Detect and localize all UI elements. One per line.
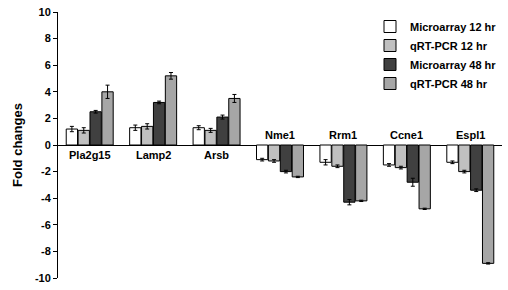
- svg-text:Rrm1: Rrm1: [329, 129, 357, 141]
- svg-text:Nme1: Nme1: [265, 129, 295, 141]
- svg-text:Lamp2: Lamp2: [136, 149, 171, 161]
- svg-text:Microarray 48 hr: Microarray 48 hr: [410, 59, 496, 71]
- svg-text:Pla2g15: Pla2g15: [69, 149, 111, 161]
- svg-text:2: 2: [45, 112, 51, 124]
- svg-text:Espl1: Espl1: [456, 129, 485, 141]
- svg-text:-10: -10: [35, 272, 51, 284]
- svg-text:-6: -6: [41, 219, 51, 231]
- svg-text:-2: -2: [41, 165, 51, 177]
- svg-text:10: 10: [39, 6, 51, 18]
- svg-text:qRT-PCR 48 hr: qRT-PCR 48 hr: [410, 78, 488, 90]
- svg-text:-8: -8: [41, 245, 51, 257]
- svg-text:0: 0: [45, 139, 51, 151]
- svg-text:Microarray 12 hr: Microarray 12 hr: [410, 21, 496, 33]
- svg-text:Ccne1: Ccne1: [390, 129, 423, 141]
- svg-text:qRT-PCR 12 hr: qRT-PCR 12 hr: [410, 40, 488, 52]
- svg-text:Fold changes: Fold changes: [10, 103, 25, 187]
- svg-text:4: 4: [45, 86, 52, 98]
- svg-text:-4: -4: [41, 192, 52, 204]
- svg-text:8: 8: [45, 32, 51, 44]
- svg-text:Arsb: Arsb: [204, 149, 229, 161]
- svg-text:6: 6: [45, 59, 51, 71]
